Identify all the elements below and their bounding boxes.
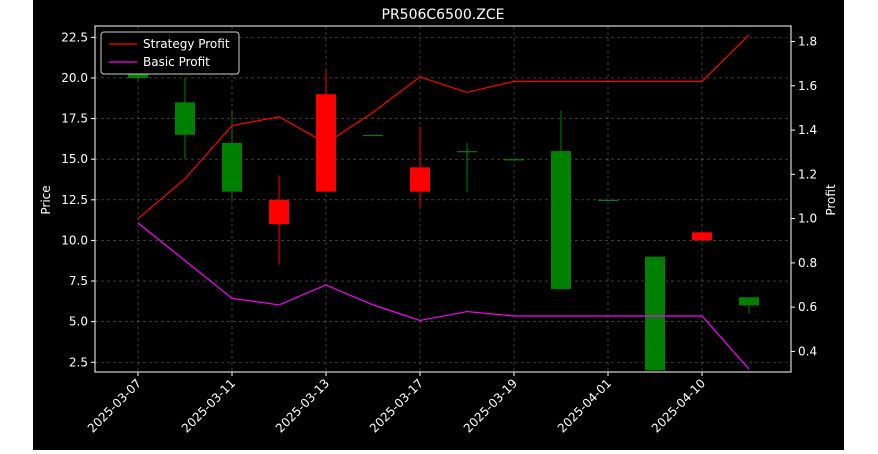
legend: Strategy Profit Basic Profit — [100, 31, 240, 75]
chart-title: PR506C6500.ZCE — [382, 7, 505, 23]
grid-layer — [95, 26, 791, 372]
y2-tick-label: 0.4 — [798, 344, 817, 358]
line-layer — [137, 34, 750, 370]
x-tick-label: 2025-03-07 — [85, 376, 144, 435]
legend-label-strategy-profit: Strategy Profit — [143, 37, 230, 51]
x-tick-label: 2025-03-19 — [461, 376, 520, 435]
y2-tick-label: 1.4 — [798, 123, 817, 137]
candle-body — [504, 159, 524, 161]
y2-tick-label: 0.8 — [798, 256, 817, 270]
y-tick-label: 2.5 — [69, 355, 88, 369]
strategy-profit-line — [137, 34, 750, 220]
candle-body — [551, 151, 571, 290]
x-tick-label: 2025-04-10 — [649, 376, 708, 435]
plot-frame — [94, 25, 792, 373]
legend-box — [100, 31, 240, 75]
y2-tick-label: 1.6 — [798, 79, 817, 93]
y2-tick-label: 0.6 — [798, 300, 817, 314]
x-tick-label: 2025-04-01 — [555, 376, 614, 435]
candle-body — [598, 199, 618, 202]
y2-tick-label: 1.2 — [798, 167, 817, 181]
candle-body — [410, 167, 430, 192]
y-tick-label: 7.5 — [69, 274, 88, 288]
y-tick-label: 22.5 — [61, 30, 88, 44]
y-tick-label: 20.0 — [61, 71, 88, 85]
y-tick-label: 12.5 — [61, 193, 88, 207]
y-tick-label: 5.0 — [69, 315, 88, 329]
candle-body — [692, 232, 712, 241]
candle-body — [222, 142, 242, 192]
y-tick-label: 17.5 — [61, 112, 88, 126]
chart-svg: 2.5 5.0 7.5 10.0 12.5 15.0 17.5 20.0 22.5 0.4 0.6 0… — [39, 7, 838, 435]
candle-layer — [128, 61, 759, 371]
y-tick-label: 15.0 — [61, 152, 88, 166]
legend-label-basic-profit: Basic Profit — [143, 55, 210, 69]
candle-body — [363, 134, 383, 137]
y2-tick-label: 1.0 — [798, 212, 817, 226]
candle-body — [269, 199, 289, 225]
x-tick-label: 2025-03-17 — [367, 376, 426, 435]
y2-axis-label: Profit — [824, 184, 838, 216]
y2-tick-label: 1.8 — [798, 34, 817, 48]
y-axis-label: Price — [39, 185, 53, 214]
basic-profit-line — [137, 222, 750, 370]
x-tick-label: 2025-03-13 — [273, 376, 332, 435]
candle-body — [175, 102, 195, 135]
candle-body — [739, 297, 759, 306]
y-tick-label: 10.0 — [61, 233, 88, 247]
x-tick-label: 2025-03-11 — [179, 376, 238, 435]
chart-figure: 2.5 5.0 7.5 10.0 12.5 15.0 17.5 20.0 22.5 0.4 0.6 0… — [33, 0, 844, 450]
candle-body — [128, 73, 148, 78]
candle-body — [645, 256, 665, 371]
candle-body — [457, 151, 477, 153]
